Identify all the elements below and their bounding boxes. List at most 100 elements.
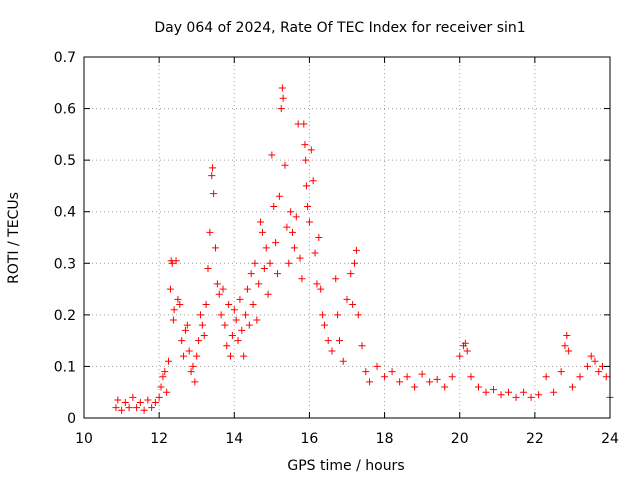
data-point xyxy=(300,120,308,128)
y-tick-label: 0.2 xyxy=(54,308,76,324)
data-point xyxy=(358,342,366,350)
data-point xyxy=(277,105,285,113)
data-point xyxy=(202,301,210,309)
data-point xyxy=(187,368,195,376)
data-point xyxy=(463,347,471,355)
data-point xyxy=(118,406,126,414)
data-point xyxy=(270,203,278,211)
data-point xyxy=(311,249,319,257)
data-point xyxy=(228,331,236,339)
data-point xyxy=(236,295,244,303)
data-point xyxy=(296,254,304,262)
data-point xyxy=(535,391,543,399)
data-point xyxy=(561,342,569,350)
data-point xyxy=(426,378,434,386)
data-point xyxy=(163,388,171,396)
data-point xyxy=(289,228,297,236)
chart-title: Day 064 of 2024, Rate Of TEC Index for r… xyxy=(154,20,525,36)
data-point xyxy=(257,218,265,226)
data-point xyxy=(313,280,321,288)
data-point xyxy=(161,368,169,376)
data-point xyxy=(129,393,137,401)
data-point xyxy=(176,301,184,309)
data-point xyxy=(433,375,441,383)
y-tick-label: 0 xyxy=(67,411,76,427)
data-point xyxy=(217,311,225,319)
data-point xyxy=(490,386,498,394)
data-point xyxy=(512,393,520,401)
data-point xyxy=(210,190,218,198)
data-point xyxy=(174,295,182,303)
data-point xyxy=(136,399,144,407)
data-point xyxy=(301,141,309,149)
y-tick-label: 0.3 xyxy=(54,256,76,272)
data-point xyxy=(157,383,165,391)
data-point xyxy=(213,280,221,288)
data-point xyxy=(287,208,295,216)
data-point xyxy=(285,259,293,267)
data-point xyxy=(155,393,163,401)
x-tick-label: 24 xyxy=(601,431,619,447)
data-point xyxy=(335,337,343,345)
data-point xyxy=(381,373,389,381)
data-point xyxy=(114,396,122,404)
data-point xyxy=(565,347,573,355)
data-point xyxy=(587,352,595,360)
data-point xyxy=(144,396,152,404)
data-point xyxy=(349,301,357,309)
y-tick-label: 0.5 xyxy=(54,153,76,169)
data-point xyxy=(181,326,189,334)
data-point xyxy=(258,228,266,236)
data-point xyxy=(328,347,336,355)
data-point xyxy=(198,321,206,329)
data-point xyxy=(373,362,381,370)
data-point xyxy=(204,264,212,272)
data-point xyxy=(448,373,456,381)
data-point xyxy=(550,388,558,396)
data-point xyxy=(317,285,325,293)
data-point xyxy=(133,404,141,412)
data-point xyxy=(183,321,191,329)
data-point xyxy=(583,362,591,370)
data-point xyxy=(302,156,310,164)
data-point xyxy=(189,362,197,370)
x-tick-label: 14 xyxy=(225,431,243,447)
data-point xyxy=(461,339,469,347)
data-point xyxy=(272,239,280,247)
data-point xyxy=(279,94,287,102)
data-point xyxy=(262,244,270,252)
data-point xyxy=(166,285,174,293)
data-point xyxy=(159,373,167,381)
axis-ticks: 10 12 14 16 18 20 22 24 0 0.1 0.2 0.3 0.4 0.5 0.6 0.7 xyxy=(54,50,619,447)
data-point xyxy=(215,290,223,298)
data-point xyxy=(343,295,351,303)
data-point xyxy=(185,347,193,355)
data-point xyxy=(195,337,203,345)
y-tick-label: 0.4 xyxy=(54,205,76,221)
data-point xyxy=(366,378,374,386)
data-point xyxy=(290,244,298,252)
data-point xyxy=(266,259,274,267)
data-point xyxy=(193,352,201,360)
data-point xyxy=(298,275,306,283)
data-point xyxy=(362,368,370,376)
data-point xyxy=(225,301,233,309)
data-points xyxy=(112,84,614,414)
data-point xyxy=(441,383,449,391)
data-point xyxy=(196,311,204,319)
x-tick-label: 20 xyxy=(451,431,469,447)
data-point xyxy=(568,383,576,391)
data-point xyxy=(332,275,340,283)
data-point xyxy=(208,164,216,172)
data-point xyxy=(249,301,257,309)
data-point xyxy=(411,383,419,391)
data-point xyxy=(223,342,231,350)
data-point xyxy=(234,337,242,345)
y-axis-label: ROTI / TECUs xyxy=(6,192,22,284)
data-point xyxy=(456,352,464,360)
data-point xyxy=(206,228,214,236)
data-point xyxy=(309,177,317,185)
data-point xyxy=(148,404,156,412)
data-point xyxy=(304,203,312,211)
data-point xyxy=(557,368,565,376)
